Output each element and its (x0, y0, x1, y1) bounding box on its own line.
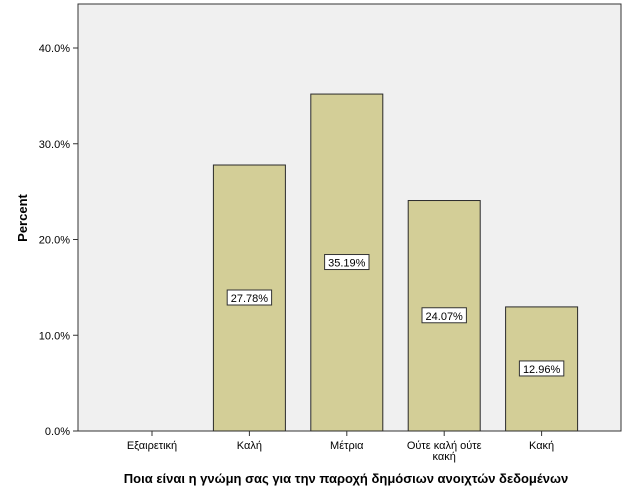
data-label: 27.78% (231, 293, 269, 305)
data-label-box (226, 289, 273, 306)
data-label: 12.96% (523, 364, 561, 376)
x-tick-label: Κακή (529, 440, 554, 452)
y-tick-label: 20.0% (39, 235, 70, 247)
x-tick-label: Ούτε καλή ούτε κακή (407, 440, 482, 463)
y-axis-title: Percent (15, 193, 30, 241)
x-tick-label: Εξαιρετική (127, 440, 177, 452)
y-tick-label: 0.0% (45, 426, 70, 438)
data-label: 24.07% (426, 311, 464, 323)
x-tick-label: Καλή (237, 440, 262, 452)
x-tick-label: Μέτρια (330, 440, 364, 452)
y-tick-label: 30.0% (39, 139, 70, 151)
data-labels-group: 27.78% 35.19% 24.07% 12.96% (226, 254, 565, 377)
data-label-box (421, 307, 467, 324)
data-label-box (518, 360, 565, 377)
data-label-box (324, 254, 370, 271)
y-tick-label: 10.0% (39, 330, 70, 342)
x-axis-title: Ποια είναι η γνώμη σας για την παροχή δη… (124, 471, 568, 486)
x-axis: Εξαιρετική Καλή Μέτρια Ούτε καλή ούτε κακή Κα… (127, 431, 554, 463)
y-axis: 0.0% 10.0% 20.0% 30.0% 40.0% (39, 43, 78, 438)
data-label: 35.19% (328, 258, 366, 270)
y-tick-label: 40.0% (39, 43, 70, 55)
